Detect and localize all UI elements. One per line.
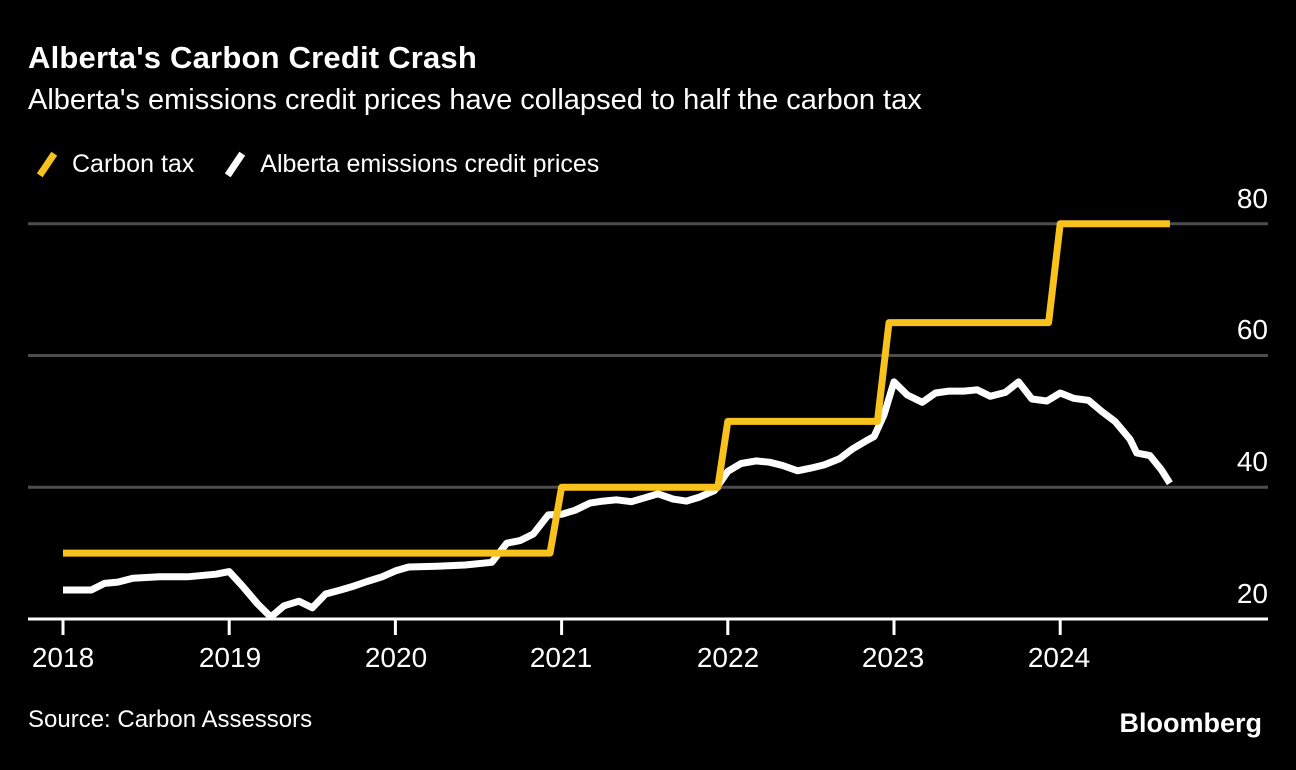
x-axis-tick-label: 2023 — [861, 642, 925, 673]
legend-label-credit-prices: Alberta emissions credit prices — [260, 149, 600, 178]
y-axis-tick-label: 40 — [1236, 446, 1268, 477]
y-axis-tick-label: 80 — [1236, 183, 1268, 214]
y-axis-tick-label: 60 — [1236, 314, 1268, 345]
series-line-credit-prices — [63, 378, 1173, 621]
bloomberg-logo: Bloomberg — [1119, 708, 1262, 738]
source-text: Source: Carbon Assessors — [28, 706, 313, 733]
x-axis-tick-label: 2018 — [31, 642, 95, 673]
x-axis-tick-label: 2022 — [696, 642, 760, 673]
y-axis-tick-label: 20 — [1236, 578, 1268, 609]
x-axis-tick-label: 2019 — [198, 642, 262, 673]
x-axis-tick-label: 2020 — [364, 642, 428, 673]
chart-title: Alberta's Carbon Credit Crash — [28, 40, 477, 75]
series-line-carbon-tax — [63, 220, 1170, 557]
chart-subtitle: Alberta's emissions credit prices have c… — [28, 84, 922, 116]
x-axis-tick-label: 2024 — [1027, 642, 1091, 673]
x-axis-tick-label: 2021 — [529, 642, 593, 673]
legend: Carbon tax Alberta emissions credit pric… — [28, 146, 599, 182]
legend-label-carbon-tax: Carbon tax — [72, 149, 195, 178]
